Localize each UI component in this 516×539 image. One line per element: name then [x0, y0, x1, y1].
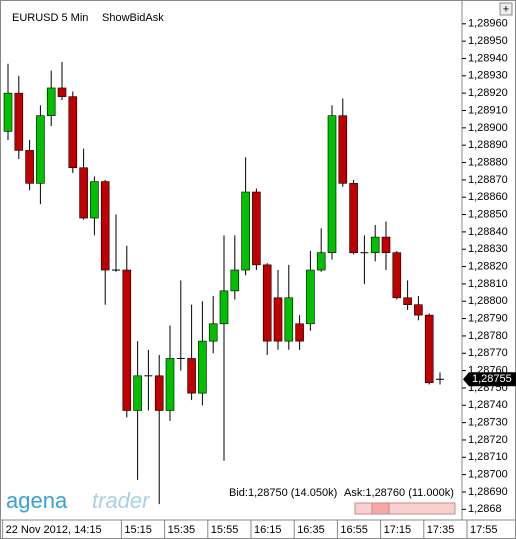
candle-body — [338, 115, 348, 184]
button-icon: + — [503, 3, 509, 15]
candle-body — [57, 87, 67, 97]
x-tick-label: 16:55 — [340, 524, 368, 536]
y-tick-label: 1,28920 — [468, 87, 508, 99]
y-tick-label: 1,28830 — [468, 243, 508, 255]
y-tick-label: 1,28850 — [468, 208, 508, 220]
candle-body — [14, 92, 24, 151]
candle-body — [3, 92, 13, 132]
x-tick-label: 17:35 — [427, 524, 455, 536]
candle-body — [316, 252, 326, 271]
candle-body — [327, 115, 337, 253]
candle-body — [295, 323, 304, 342]
candle-body — [284, 297, 294, 342]
last-price-label: 1,28755 — [472, 373, 512, 385]
y-tick-label: 1,28860 — [468, 191, 508, 203]
candle-body — [414, 304, 423, 316]
x-tick-label: 16:35 — [297, 524, 325, 536]
button[interactable] — [499, 2, 513, 16]
y-tick-label: 1,28810 — [468, 278, 508, 290]
y-tick-label: 1,28700 — [468, 469, 508, 481]
y-tick-label: 1,28730 — [468, 417, 508, 429]
candle-body — [273, 297, 283, 342]
candle-body — [68, 96, 78, 169]
bid-label: Bid:1,28750 (14.050k) — [229, 487, 337, 499]
y-tick-label: 1,28880 — [468, 156, 508, 168]
candle-body — [241, 191, 250, 271]
x-tick-label: 17:55 — [470, 524, 498, 536]
candle-body — [381, 236, 391, 253]
x-tick-label: 15:55 — [211, 524, 239, 536]
y-tick-label: 1,28840 — [468, 226, 508, 238]
candle-body — [306, 269, 315, 325]
candle-body — [79, 167, 88, 219]
candle-body — [90, 181, 99, 219]
candle-body — [349, 183, 358, 253]
y-tick-label: 1,28690 — [468, 486, 508, 498]
y-tick-label: 1,28870 — [468, 174, 508, 186]
y-tick-label: 1,2868 — [468, 503, 502, 515]
x-tick-label: 16:15 — [254, 524, 282, 536]
candle-body — [230, 269, 240, 292]
y-tick-label: 1,28710 — [468, 451, 508, 463]
candle-body — [252, 191, 261, 266]
candle-body — [392, 252, 402, 299]
y-tick-label: 1,28960 — [468, 18, 508, 30]
candle-body — [262, 264, 272, 342]
candle-body — [187, 358, 196, 394]
chart-subtitle: ShowBidAsk — [102, 12, 164, 24]
y-tick-label: 1,28950 — [468, 35, 508, 47]
chart-title: EURUSD 5 Min — [12, 12, 88, 24]
x-tick-label: 15:15 — [124, 524, 152, 536]
logo: agena — [6, 488, 68, 513]
y-tick-label: 1,28780 — [468, 330, 508, 342]
candle-body — [208, 323, 218, 342]
y-tick-label: 1,28930 — [468, 70, 508, 82]
logo: trader — [92, 488, 151, 513]
y-tick-label: 1,28790 — [468, 312, 508, 324]
candle-body — [403, 297, 412, 306]
candle-body — [122, 269, 132, 411]
candle-body — [219, 290, 229, 325]
candle-body — [36, 115, 45, 184]
y-tick-label: 1,28720 — [468, 434, 508, 446]
y-tick-label: 1,28820 — [468, 260, 508, 272]
candle-body — [133, 375, 142, 411]
candle-body — [46, 87, 56, 117]
y-tick-label: 1,28910 — [468, 104, 508, 116]
ask-label: Ask:1,28760 (11.000k) — [344, 487, 454, 499]
y-tick-label: 1,28900 — [468, 122, 508, 134]
candle-body — [370, 236, 380, 253]
y-tick-label: 1,28890 — [468, 139, 508, 151]
y-tick-label: 1,28770 — [468, 347, 508, 359]
y-tick-label: 1,28940 — [468, 52, 508, 64]
x-tick-label: 15:35 — [168, 524, 196, 536]
x-tick-label: 17:15 — [384, 524, 412, 536]
y-tick-label: 1,28740 — [468, 399, 508, 411]
candle-body — [25, 150, 34, 184]
candle-body — [154, 375, 164, 411]
candle-body — [198, 340, 207, 394]
candle-body — [424, 314, 434, 384]
y-tick-label: 1,28800 — [468, 295, 508, 307]
candle-body — [100, 181, 110, 271]
last-price-box — [463, 372, 516, 387]
candle-body — [165, 358, 175, 411]
x-tick-label: 22 Nov 2012, 14:15 — [6, 524, 102, 536]
scrollbar[interactable] — [354, 502, 456, 515]
